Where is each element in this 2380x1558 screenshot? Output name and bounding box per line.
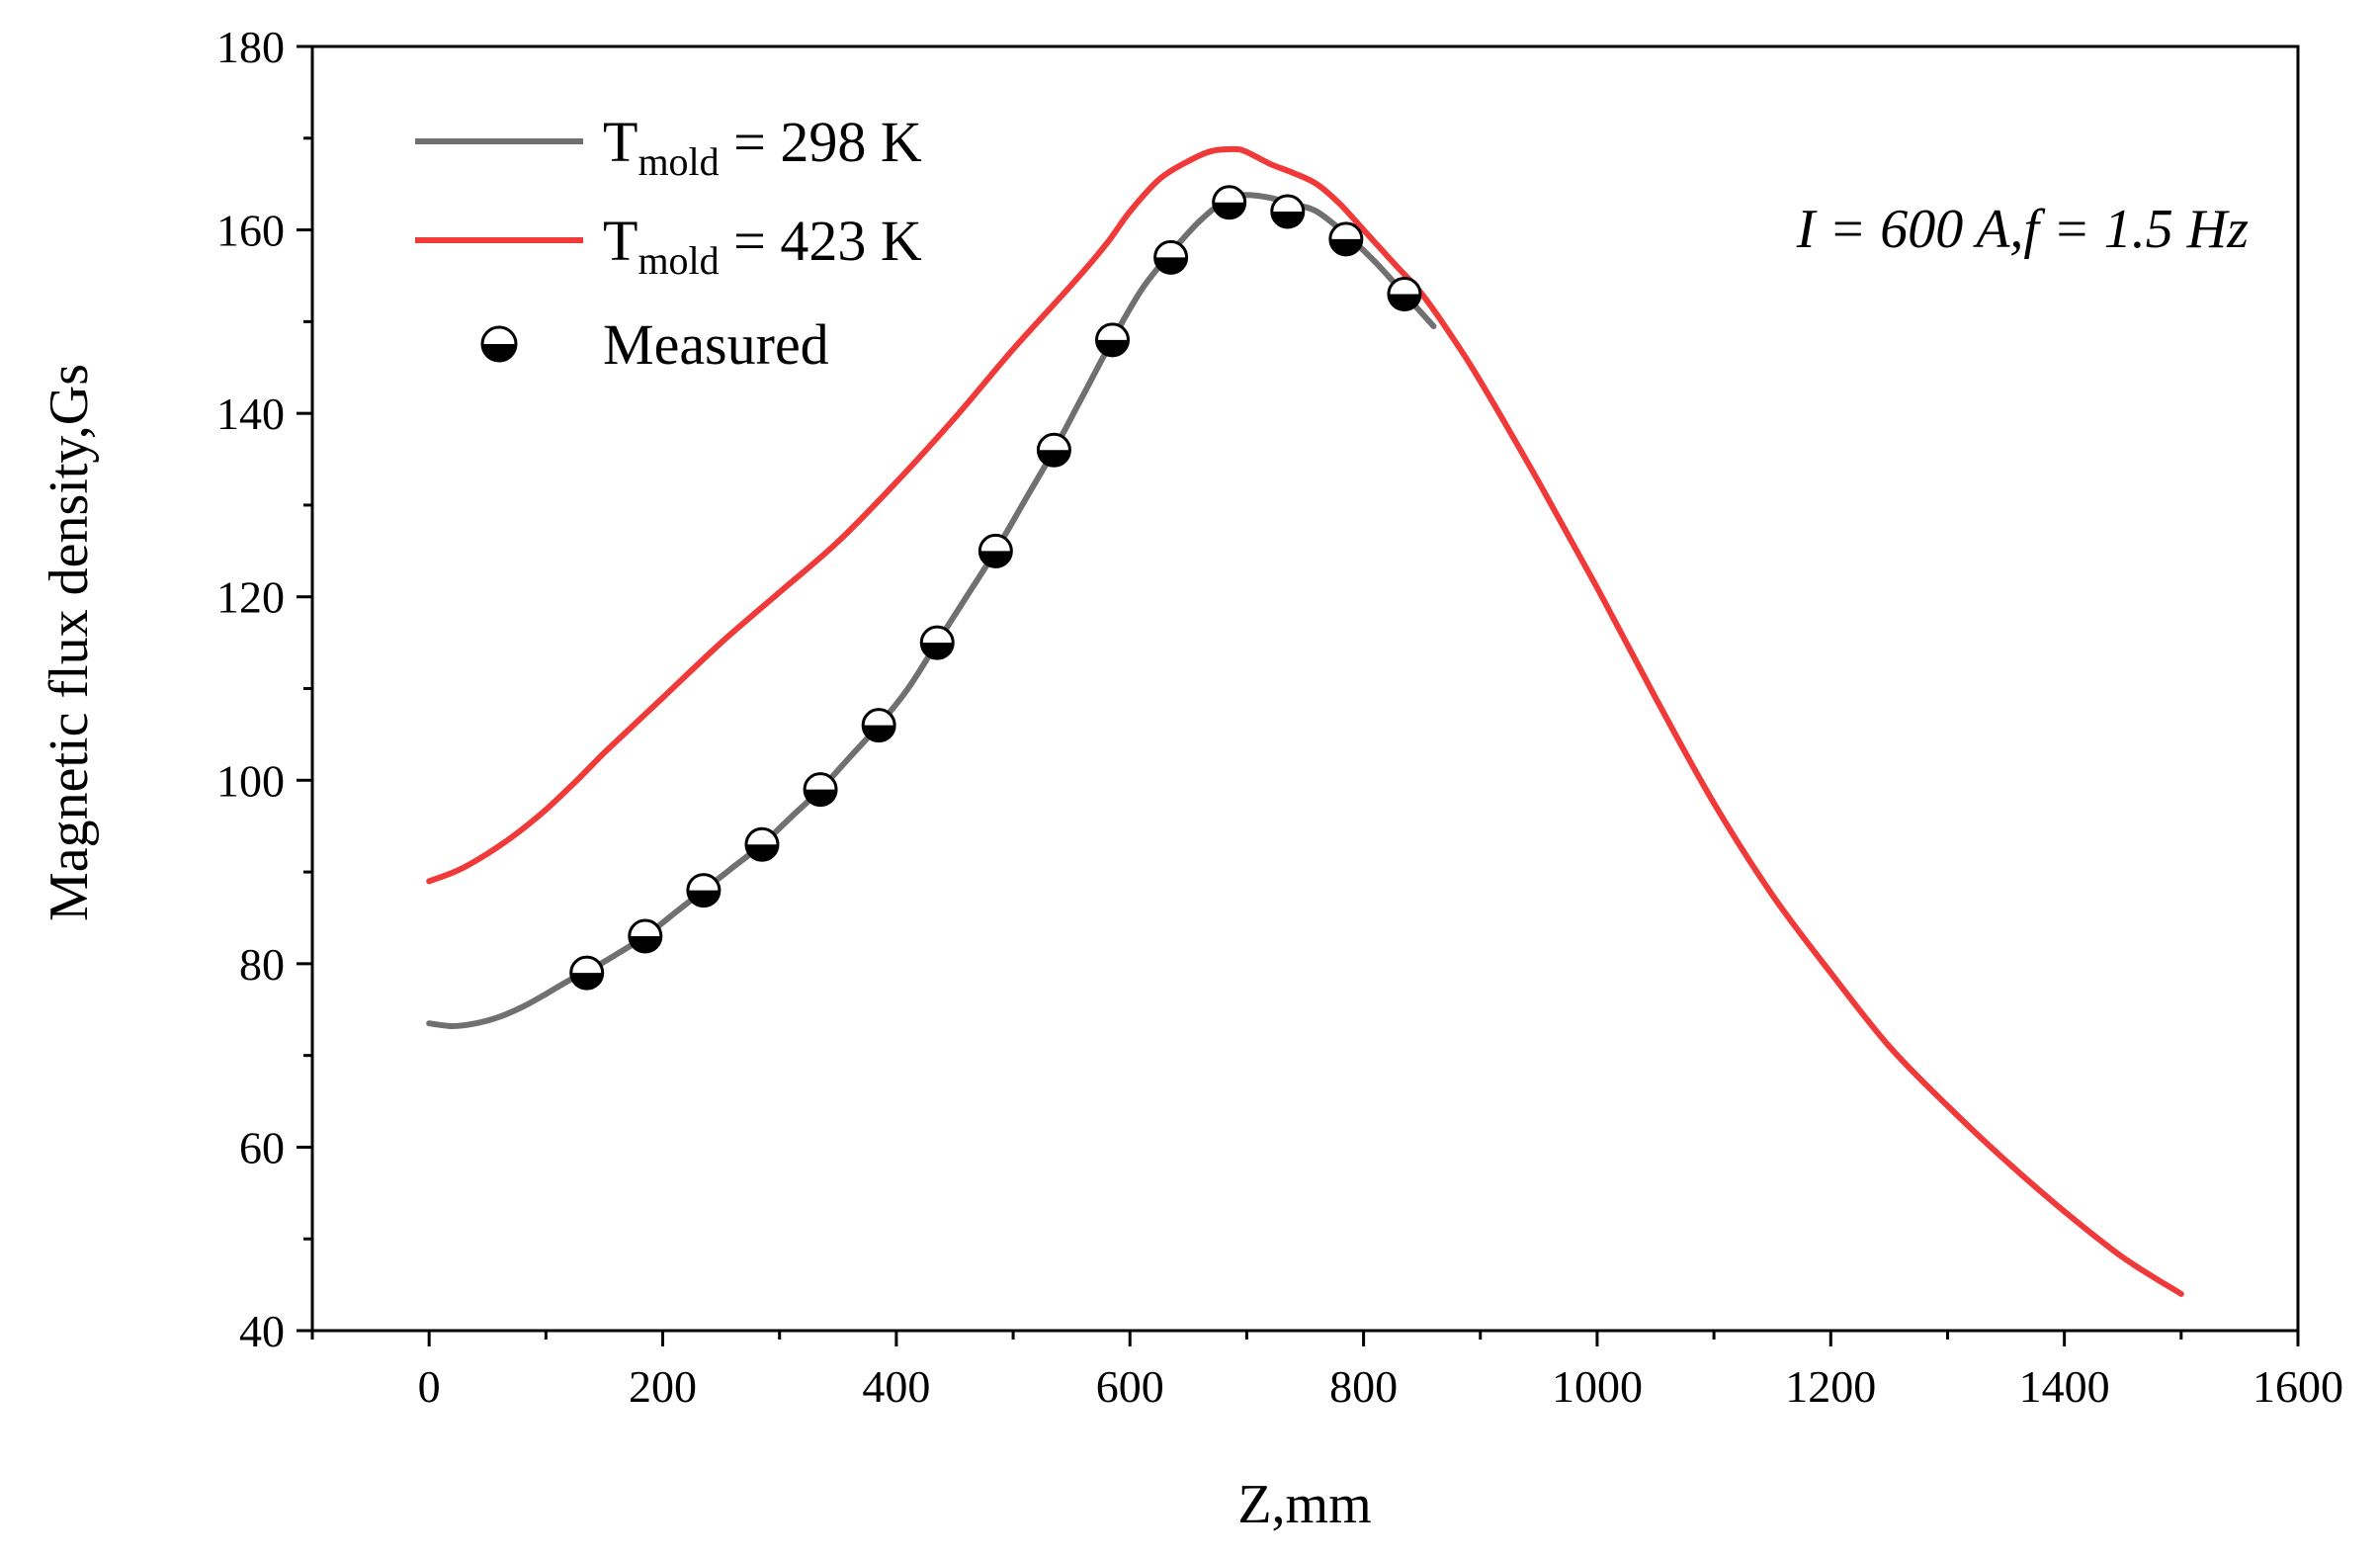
y-tick-label: 140 [216,389,285,439]
axes-group: 0 200 400 600 800 1000 1200 1400 1600 40 60 80 100 12… [216,22,2343,1412]
legend-label-main: T [603,110,638,174]
marker-fill [1329,238,1362,255]
condition-annotation: I = 600 A,f = 1.5 Hz [1796,199,2249,260]
plot-area [426,145,2184,1297]
legend-label-measured: Measured [603,312,829,377]
measured-point [744,826,780,862]
y-axis-title: Magnetic flux density,Gs [39,364,100,921]
marker-fill [863,725,895,741]
marker-fill [745,844,778,861]
marker-fill [1154,257,1187,274]
x-tick-label: 1200 [1785,1361,1876,1412]
marker-fill [1096,339,1129,356]
measured-point [1270,194,1306,229]
marker-fill [482,344,516,361]
measured-point [1095,322,1131,358]
measured-point [1036,432,1071,468]
measured-point [1153,239,1189,275]
measured-point [861,708,896,743]
y-tick-label: 60 [239,1122,285,1172]
series-line-0 [426,192,1437,1029]
measured-point [1212,185,1247,220]
measured-point [686,873,722,909]
marker-fill [979,551,1012,567]
marker-fill [921,643,954,659]
y-tick-label: 40 [239,1306,285,1356]
x-tick-label: 1600 [2252,1361,2343,1412]
y-tick-label: 100 [216,755,285,806]
x-tick-label: 1400 [2019,1361,2110,1412]
marker-fill [1038,450,1070,467]
legend-label-sub: mold [638,238,719,283]
marker-fill [1213,202,1245,218]
x-axis-title: Z,mm [1237,1474,1371,1535]
x-tick-label: 200 [629,1361,697,1412]
legend-label-rest: = 423 K [720,209,922,273]
legend-label-sub: mold [638,139,719,184]
marker-fill [1271,212,1304,228]
legend-label-0: Tmold = 298 K [603,110,922,184]
measured-point [1328,221,1364,257]
x-tick-label: 600 [1096,1361,1164,1412]
legend-label-main: T [603,209,638,273]
measured-point [569,955,605,991]
measured-point [978,533,1013,568]
legend-label-rest: = 298 K [720,110,922,174]
marker-fill [570,973,603,990]
y-tick-label: 160 [216,206,285,256]
y-tick-label: 180 [216,22,285,72]
x-tick-label: 800 [1329,1361,1398,1412]
marker-fill [805,789,837,806]
y-tick-label: 80 [239,939,285,990]
x-tick-label: 1000 [1552,1361,1643,1412]
measured-point [628,918,663,954]
y-tick-label: 120 [216,572,285,623]
legend-marker-measured [480,325,518,363]
measured-point [803,772,838,808]
series-line-1 [426,145,2184,1297]
measured-point [1387,277,1422,312]
marker-fill [687,890,720,907]
measured-point [919,625,955,660]
x-tick-label: 0 [418,1361,441,1412]
legend-label-1: Tmold = 423 K [603,209,922,283]
x-tick-label: 400 [862,1361,930,1412]
marker-fill [1388,294,1420,310]
marker-fill [629,936,661,953]
